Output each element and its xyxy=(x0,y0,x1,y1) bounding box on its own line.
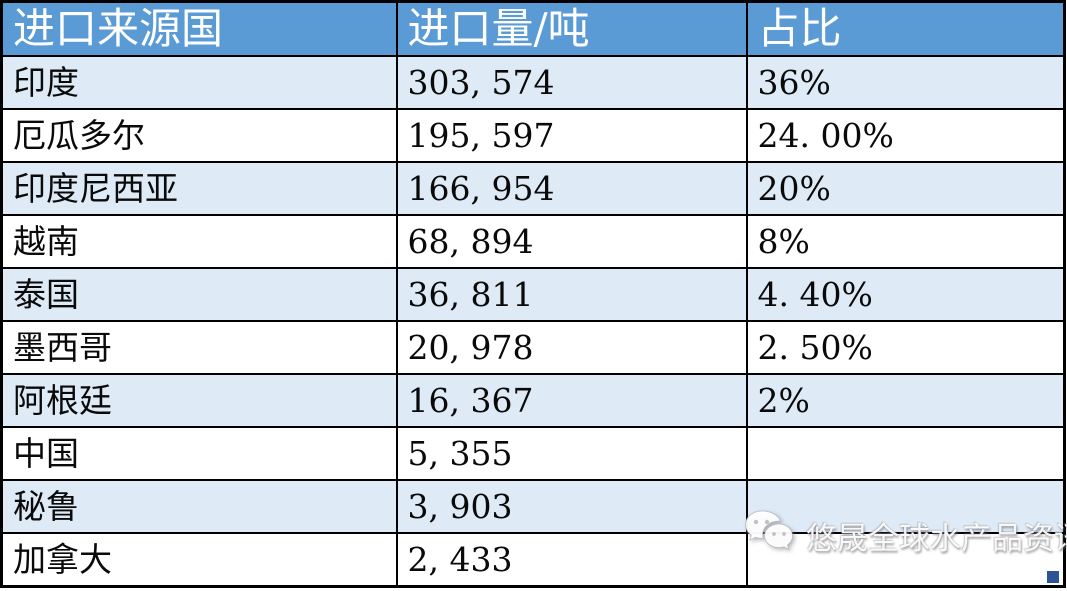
table-row: 秘鲁 3, 903 xyxy=(0,479,1066,534)
header-row: 进口来源国 进口量/吨 占比 xyxy=(0,0,1066,57)
cell-volume[interactable]: 2, 433 xyxy=(395,532,748,588)
cell-volume[interactable]: 166, 954 xyxy=(395,161,748,216)
table-row: 泰国 36, 811 4. 40% xyxy=(0,267,1066,322)
cell-share[interactable] xyxy=(745,479,1066,534)
table-row: 加拿大 2, 433 xyxy=(0,532,1066,588)
cell-share[interactable]: 2. 50% xyxy=(745,320,1066,375)
cell-volume[interactable]: 3, 903 xyxy=(395,479,748,534)
table-row: 印度尼西亚 166, 954 20% xyxy=(0,161,1066,216)
cell-share[interactable]: 20% xyxy=(745,161,1066,216)
table-row: 越南 68, 894 8% xyxy=(0,214,1066,269)
cell-country[interactable]: 印度尼西亚 xyxy=(0,161,398,216)
table-row: 阿根廷 16, 367 2% xyxy=(0,373,1066,428)
cell-volume[interactable]: 5, 355 xyxy=(395,426,748,481)
cell-country[interactable]: 中国 xyxy=(0,426,398,481)
cell-country[interactable]: 加拿大 xyxy=(0,532,398,588)
cell-volume[interactable]: 195, 597 xyxy=(395,108,748,163)
cell-volume[interactable]: 36, 811 xyxy=(395,267,748,322)
table-row: 中国 5, 355 xyxy=(0,426,1066,481)
selection-fill-handle[interactable] xyxy=(1046,570,1059,583)
col-header-import-volume[interactable]: 进口量/吨 xyxy=(395,0,748,57)
table-row: 厄瓜多尔 195, 597 24. 00% xyxy=(0,108,1066,163)
cell-country[interactable]: 秘鲁 xyxy=(0,479,398,534)
cell-country[interactable]: 阿根廷 xyxy=(0,373,398,428)
col-header-source-country[interactable]: 进口来源国 xyxy=(0,0,398,57)
cell-share[interactable]: 2% xyxy=(745,373,1066,428)
cell-share[interactable]: 36% xyxy=(745,55,1066,110)
cell-share[interactable]: 24. 00% xyxy=(745,108,1066,163)
cell-country[interactable]: 厄瓜多尔 xyxy=(0,108,398,163)
cell-share[interactable]: 8% xyxy=(745,214,1066,269)
cell-country[interactable]: 泰国 xyxy=(0,267,398,322)
cell-share[interactable] xyxy=(745,532,1066,588)
cell-volume[interactable]: 16, 367 xyxy=(395,373,748,428)
cell-share[interactable] xyxy=(745,426,1066,481)
cell-volume[interactable]: 68, 894 xyxy=(395,214,748,269)
cell-volume[interactable]: 20, 978 xyxy=(395,320,748,375)
cell-country[interactable]: 墨西哥 xyxy=(0,320,398,375)
cell-volume[interactable]: 303, 574 xyxy=(395,55,748,110)
cell-country[interactable]: 越南 xyxy=(0,214,398,269)
cell-country[interactable]: 印度 xyxy=(0,55,398,110)
cell-share[interactable]: 4. 40% xyxy=(745,267,1066,322)
table-row: 墨西哥 20, 978 2. 50% xyxy=(0,320,1066,375)
col-header-share[interactable]: 占比 xyxy=(745,0,1066,57)
table-row: 印度 303, 574 36% xyxy=(0,55,1066,110)
